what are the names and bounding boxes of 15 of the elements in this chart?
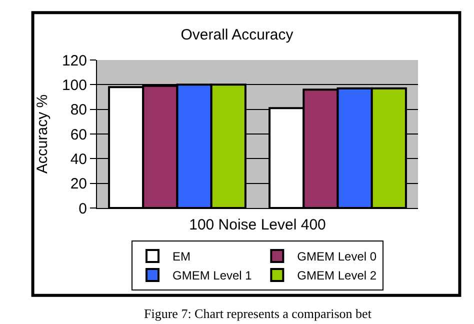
chart-title: Overall Accuracy [180, 26, 294, 44]
y-tick-label: 60 [70, 126, 87, 144]
y-tick-label: 0 [78, 200, 87, 218]
y-tick-label: 80 [70, 102, 87, 119]
y-tick-label: 120 [62, 52, 87, 70]
y-axis-title: Accuracy % [34, 94, 52, 174]
caption: Figure 7: Chart represents a comparison bet [144, 306, 372, 321]
legend-label: GMEM Level 0 [297, 250, 377, 264]
legend-label: GMEM Level 2 [297, 268, 377, 283]
y-tick-label: 20 [70, 176, 87, 193]
legend-label: EM [172, 250, 191, 264]
legend-label: GMEM Level 1 [172, 268, 252, 283]
y-tick-label: 40 [70, 150, 87, 168]
x-axis-title: 100 Noise Level 400 [189, 216, 326, 234]
y-tick-label: 100 [62, 76, 87, 94]
